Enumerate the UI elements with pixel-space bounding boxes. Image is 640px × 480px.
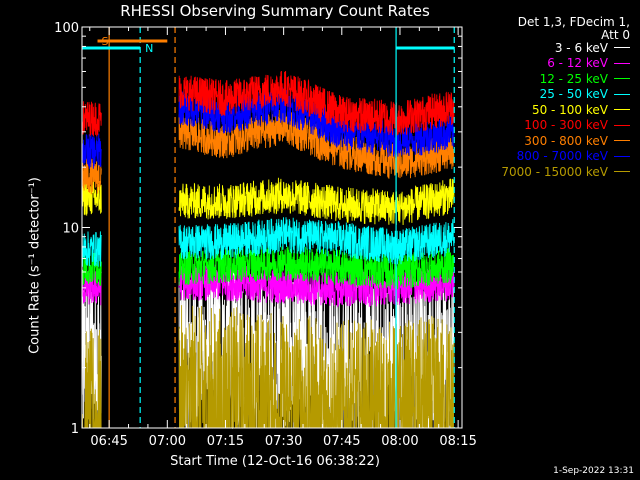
chart-title: RHESSI Observing Summary Count Rates (120, 2, 430, 20)
y-axis-label: Count Rate (s⁻¹ detector⁻¹) (27, 177, 43, 354)
legend-swatch (614, 47, 630, 49)
legend-entry: 800 - 7000 keV (501, 149, 630, 165)
series-layer (81, 70, 455, 430)
legend-label: 25 - 50 keV (539, 87, 608, 102)
x-tick-label-6: 08:15 (439, 434, 476, 449)
legend-entry: 300 - 800 keV (501, 133, 630, 149)
legend-label: 100 - 300 keV (524, 118, 608, 133)
legend-swatch (614, 93, 630, 95)
legend-label: 12 - 25 keV (539, 71, 608, 86)
legend-swatch (614, 155, 630, 157)
legend-entry: 7000 - 15000 keV (501, 164, 630, 180)
series-line-7 (81, 87, 455, 169)
x-axis-label: Start Time (12-Oct-16 06:38:22) (170, 454, 380, 469)
legend-label: 300 - 800 keV (524, 133, 608, 148)
y-tick-label-1: 10 (62, 222, 79, 237)
x-tick-label-5: 08:00 (381, 434, 418, 449)
detector-info: Det 1,3, FDecim 1, (517, 15, 630, 29)
legend-label: 800 - 7000 keV (516, 149, 608, 164)
x-tick-label-1: 07:00 (149, 434, 186, 449)
legend-swatch (614, 140, 630, 142)
night-label: N (145, 42, 153, 55)
x-tick-label-3: 07:30 (265, 434, 302, 449)
series-line-3 (81, 217, 455, 267)
x-tick-label-4: 07:45 (323, 434, 360, 449)
saa-label: S (102, 35, 109, 48)
y-tick-label-2: 100 (54, 21, 79, 36)
legend-swatch (614, 171, 630, 173)
legend-entry: 3 - 6 keV (501, 40, 630, 56)
legend-entry: 12 - 25 keV (501, 71, 630, 87)
legend-label: 6 - 12 keV (547, 56, 608, 71)
series-line-5 (81, 70, 455, 137)
y-tick-label-0: 1 (71, 422, 79, 437)
legend-swatch (614, 62, 630, 64)
legend-label: 3 - 6 keV (554, 40, 608, 55)
legend-label: 7000 - 15000 keV (501, 164, 608, 179)
series-line-4 (81, 177, 455, 226)
legend-entry: 100 - 300 keV (501, 118, 630, 134)
legend-label: 50 - 100 keV (531, 102, 608, 117)
legend-swatch (614, 109, 630, 111)
legend-entry: 6 - 12 keV (501, 56, 630, 72)
date-stamp: 1-Sep-2022 13:31 (553, 466, 634, 476)
x-tick-label-2: 07:15 (207, 434, 244, 449)
legend-swatch (614, 124, 630, 126)
legend-entry: 50 - 100 keV (501, 102, 630, 118)
legend-swatch (614, 78, 630, 80)
x-tick-label-0: 06:45 (90, 434, 127, 449)
axis-ticks: 06:45 07:00 07:15 07:30 07:45 08:00 08:15 1 10 10… (54, 21, 477, 449)
series-line-1 (81, 264, 455, 308)
attenuator-info: Att 0 (601, 28, 630, 42)
legend: 3 - 6 keV 6 - 12 keV 12 - 25 keV 25 - 50 ke… (501, 40, 630, 180)
legend-entry: 25 - 50 keV (501, 87, 630, 103)
